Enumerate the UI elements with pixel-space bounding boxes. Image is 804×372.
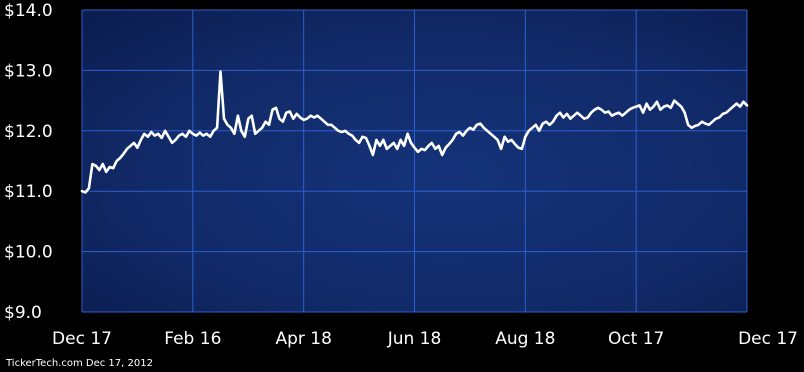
x-tick-label: Dec 17 xyxy=(52,329,112,349)
y-tick-label: $10.0 xyxy=(4,243,53,263)
y-tick-label: $9.0 xyxy=(4,303,42,323)
x-tick-label: Dec 17 xyxy=(738,329,798,349)
y-axis: $14.0 $13.0 $12.0 $11.0 $10.0 $9.0 xyxy=(4,1,53,323)
grid-lines xyxy=(81,9,748,313)
x-tick-label: Oct 17 xyxy=(608,329,664,349)
x-tick-label: Feb 16 xyxy=(164,329,221,349)
y-tick-label: $11.0 xyxy=(4,182,53,202)
y-tick-label: $13.0 xyxy=(4,61,53,81)
x-tick-label: Aug 18 xyxy=(495,329,555,349)
x-tick-label: Apr 18 xyxy=(275,329,331,349)
y-tick-label: $12.0 xyxy=(4,122,53,142)
x-tick-label: Jun 18 xyxy=(387,329,442,349)
x-axis: Dec 17 Feb 16 Apr 18 Jun 18 Aug 18 Oct 17 Dec … xyxy=(52,329,798,349)
price-series-line xyxy=(80,70,749,194)
y-tick-label: $14.0 xyxy=(4,1,53,21)
source-credit: TickerTech.com Dec 17, 2012 xyxy=(6,358,153,369)
